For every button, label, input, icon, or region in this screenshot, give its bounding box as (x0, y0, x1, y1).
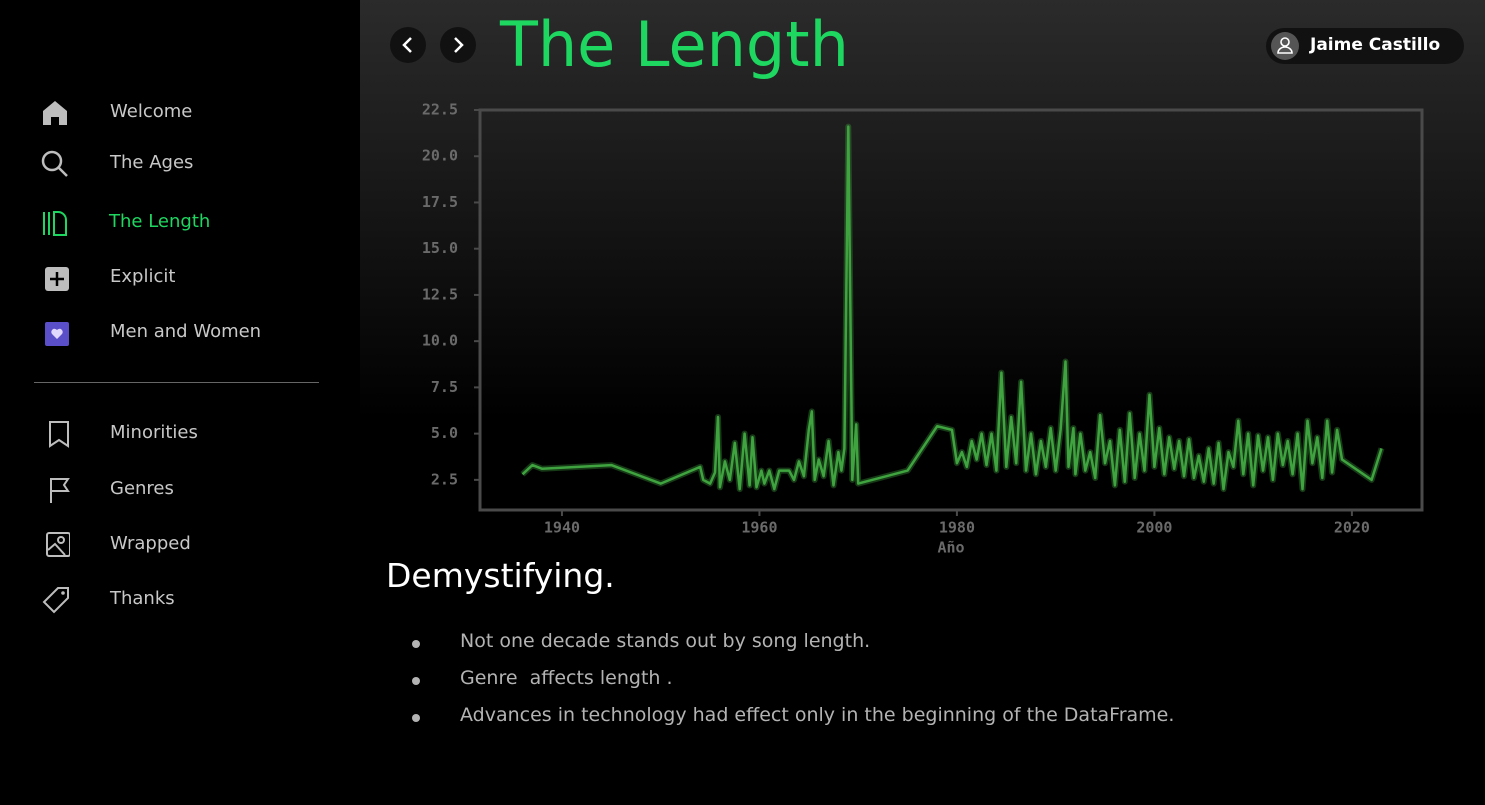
y-tick-label: 22.5 (422, 101, 458, 119)
bullet-text: Not one decade stands out by song length… (460, 630, 871, 652)
y-tick-label: 5.0 (431, 424, 458, 442)
nav-label: Thanks (110, 588, 175, 609)
nav-label: Genres (110, 478, 174, 499)
x-tick-label: 2000 (1136, 519, 1172, 537)
nav-item[interactable]: Men and Women (0, 312, 360, 352)
bullet-dot (412, 677, 420, 685)
nav-label: Explicit (110, 266, 176, 287)
nav-item[interactable]: The Length (0, 202, 360, 242)
nav-label: Men and Women (110, 321, 262, 342)
bullet-text: Genre affects length . (460, 667, 673, 689)
plot-frame (478, 108, 1424, 512)
y-tick-label: 20.0 (422, 147, 458, 165)
y-tick-label: 17.5 (422, 193, 458, 211)
page-title: The Length (500, 8, 849, 81)
y-tick-label: 15.0 (422, 239, 458, 257)
sidebar: Welcome The Ages The Length Explicit Men… (0, 0, 360, 805)
back-button[interactable] (390, 27, 426, 63)
nav-item[interactable]: Minorities (0, 413, 360, 453)
heading: Demystifying. (386, 556, 615, 595)
main: The Length Jaime Castillo 2.5 5.0 7.5 10.0 1… (360, 0, 1485, 805)
nav-label: The Length (109, 211, 211, 232)
nav-item[interactable]: Welcome (0, 92, 360, 132)
divider (34, 382, 319, 383)
nav-label: Minorities (110, 422, 198, 443)
nav-item[interactable]: Genres (0, 469, 360, 509)
x-tick-label: 1940 (544, 519, 580, 537)
y-tick-label: 2.5 (431, 470, 458, 488)
x-tick-label: 1980 (939, 519, 975, 537)
nav-item[interactable]: Thanks (0, 579, 360, 619)
x-axis-label: Año (937, 539, 964, 556)
bullet-text: Advances in technology had effect only i… (460, 704, 1175, 726)
nav-item[interactable]: Wrapped (0, 524, 360, 564)
line (521, 125, 1383, 491)
nav-item[interactable]: Explicit (0, 257, 360, 297)
nav-label: Wrapped (110, 533, 191, 554)
nav-label: Welcome (110, 101, 193, 122)
bullet-dot (412, 714, 420, 722)
chart: 2.5 5.0 7.5 10.0 12.5 15.0 17.5 20.0 22.5 1940 196… (422, 101, 1424, 556)
forward-button[interactable] (440, 27, 476, 63)
user-menu[interactable]: Jaime Castillo (1266, 28, 1464, 64)
user-name: Jaime Castillo (1310, 35, 1441, 55)
y-tick-label: 12.5 (422, 285, 458, 303)
y-tick-label: 10.0 (422, 332, 458, 350)
nav-label: The Ages (110, 152, 194, 173)
y-tick-label: 7.5 (431, 378, 458, 396)
x-tick-label: 2020 (1334, 519, 1370, 537)
bullet-dot (412, 640, 420, 648)
nav-item[interactable]: The Ages (0, 143, 360, 183)
x-tick-label: 1960 (741, 519, 777, 537)
